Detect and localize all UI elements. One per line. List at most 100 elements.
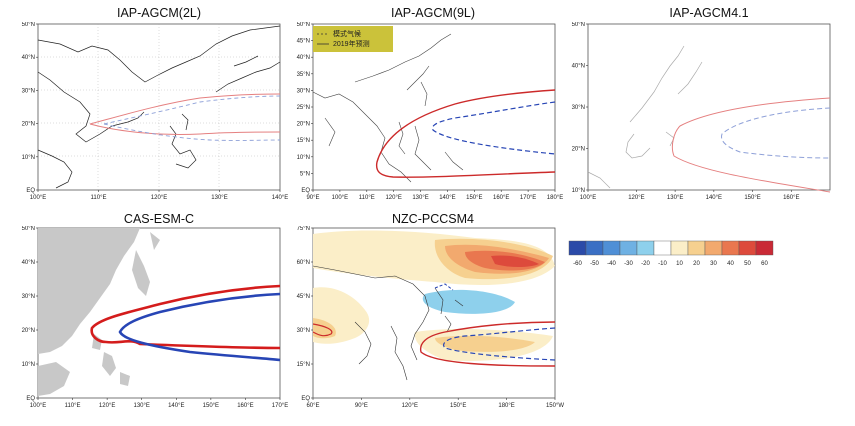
coastline [37, 25, 281, 189]
y-tick-label: 35°N [297, 72, 310, 78]
y-tick-label: 50°N [22, 22, 35, 28]
colorbar-label: -10 [658, 261, 667, 267]
x-tick-label: 100°E [30, 195, 46, 201]
coastline [312, 265, 464, 381]
forecast-contour [671, 97, 831, 193]
colorbar-swatch [585, 240, 604, 256]
x-tick-label: 90°E [355, 403, 368, 409]
x-tick-label: 170°E [272, 403, 288, 409]
x-tick-label: 180°E [547, 195, 563, 201]
panel-title-cas-esm-c: CAS-ESM-C [123, 212, 195, 226]
x-axis-ticks: 60°E 90°E 120°E 150°E 180°E 150°W [306, 398, 564, 409]
y-tick-label: 40°N [297, 55, 310, 61]
colorbar-swatch [704, 240, 723, 256]
y-tick-label: 30°N [22, 88, 35, 94]
colorbar-label: -20 [641, 261, 650, 267]
y-axis-ticks: 50°N 45°N 40°N 35°N 30°N 25°N 20°N 15°N 10°N 5°N E… [297, 22, 313, 194]
map-nzc-pccsm4: 60°E 90°E 120°E 150°E 180°E 150°W 75°N 60°N 45°… [297, 226, 565, 409]
map-iap-agcm-9l: 模式气候 2019年预测 90°E 100°E 110°E 120°E 130°E 140… [297, 22, 564, 201]
colorbar-swatch [755, 240, 774, 256]
x-tick-label: 130°E [667, 195, 683, 201]
colorbar-swatch [568, 240, 587, 256]
x-tick-label: 140°E [706, 195, 722, 201]
climate-contour [118, 292, 281, 362]
x-tick-label: 180°E [498, 403, 514, 409]
colorbar-swatch [670, 240, 689, 256]
colorbar: -60 -50 -40 -30 -20 -10 10 20 30 40 50 60 [568, 240, 783, 275]
y-tick-label: 50°N [572, 22, 585, 28]
y-tick-label: EQ [301, 188, 310, 194]
anomaly-shading [313, 230, 555, 361]
panel-title-iap-agcm4-1: IAP-AGCM4.1 [669, 6, 749, 20]
x-tick-label: 140°E [272, 195, 288, 201]
y-tick-label: 50°N [297, 22, 310, 28]
climate-contour [103, 95, 281, 125]
x-tick-label: 110°E [65, 403, 81, 409]
x-axis-ticks: 100°E 120°E 130°E 140°E 150°E 160°E [580, 190, 799, 201]
colorbar-swatch [738, 240, 757, 256]
x-axis-ticks: 90°E 100°E 110°E 120°E 130°E 140°E 150°E 160°E 1… [306, 190, 563, 201]
forecast-contour [375, 89, 556, 178]
x-tick-label: 170°E [520, 195, 536, 201]
x-tick-label: 110°E [91, 195, 107, 201]
x-tick-label: 160°E [493, 195, 509, 201]
legend-box [313, 26, 393, 52]
x-axis-ticks: 100°E 110°E 120°E 130°E 140°E [30, 190, 288, 201]
y-tick-label: 40°N [22, 260, 35, 266]
climate-contour [721, 107, 831, 159]
y-tick-label: 50°N [22, 226, 35, 232]
map-cas-esm-c: 100°E 110°E 120°E 130°E 140°E 150°E 160°E 170°E… [22, 226, 289, 409]
x-tick-label: 130°E [134, 403, 150, 409]
panel-title-iap-agcm-9l: IAP-AGCM(9L) [390, 6, 476, 20]
map-iap-agcm-2l: 100°E 110°E 120°E 130°E 140°E 50°N 40°N 30°N 20… [22, 22, 289, 201]
colorbar-label: 30 [710, 261, 717, 267]
y-tick-label: 20°N [572, 147, 585, 153]
y-tick-label: 30°N [297, 88, 310, 94]
colorbar-label: -50 [590, 261, 599, 267]
panel-title-nzc-pccsm4: NZC-PCCSM4 [392, 212, 474, 226]
y-tick-label: EQ [26, 396, 35, 402]
x-axis-ticks: 100°E 110°E 120°E 130°E 140°E 150°E 160°E 170°E [30, 398, 288, 409]
colorbar-swatch [619, 240, 638, 256]
colorbar-label: -60 [573, 261, 582, 267]
x-tick-label: 120°E [402, 403, 418, 409]
legend-solid-label: 2019年预测 [333, 39, 370, 48]
colorbar-label: 60 [761, 261, 768, 267]
colorbar-label: 10 [676, 261, 683, 267]
colorbar-label: 20 [693, 261, 700, 267]
x-tick-label: 130°E [412, 195, 428, 201]
legend-dashed-label: 模式气候 [333, 29, 361, 38]
x-tick-label: 130°E [211, 195, 227, 201]
coastline [312, 33, 464, 183]
x-tick-label: 60°E [306, 403, 319, 409]
y-tick-label: 45°N [297, 294, 310, 300]
colorbar-label: 50 [744, 261, 751, 267]
x-tick-label: 150°W [546, 403, 564, 409]
x-tick-label: 100°E [30, 403, 46, 409]
y-tick-label: EQ [26, 188, 35, 194]
y-tick-label: 15°N [297, 138, 310, 144]
colorbar-label: -40 [607, 261, 616, 267]
x-tick-label: 110°E [359, 195, 375, 201]
panel-title-iap-agcm-2l: IAP-AGCM(2L) [116, 6, 202, 20]
y-tick-label: 20°N [22, 122, 35, 128]
climate-contour [431, 101, 556, 155]
y-tick-label: 60°N [297, 260, 310, 266]
x-tick-label: 150°E [744, 195, 760, 201]
y-tick-label: 45°N [297, 39, 310, 45]
colorbar-label: 40 [727, 261, 734, 267]
x-tick-label: 140°E [168, 403, 184, 409]
x-tick-label: 90°E [306, 195, 319, 201]
y-tick-label: 30°N [22, 294, 35, 300]
x-tick-label: 120°E [628, 195, 644, 201]
colorbar-swatch [721, 240, 740, 256]
y-tick-label: 30°N [572, 105, 585, 111]
y-axis-ticks: 50°N 40°N 30°N 20°N 10°N EQ [22, 22, 38, 194]
y-tick-label: 30°N [297, 328, 310, 334]
x-tick-label: 140°E [439, 195, 455, 201]
colorbar-label: -30 [624, 261, 633, 267]
x-tick-label: 120°E [151, 195, 167, 201]
x-tick-label: 120°E [99, 403, 115, 409]
x-tick-label: 150°E [466, 195, 482, 201]
map-iap-agcm4-1: 100°E 120°E 130°E 140°E 150°E 160°E 50°N 40°N 3… [572, 22, 831, 201]
